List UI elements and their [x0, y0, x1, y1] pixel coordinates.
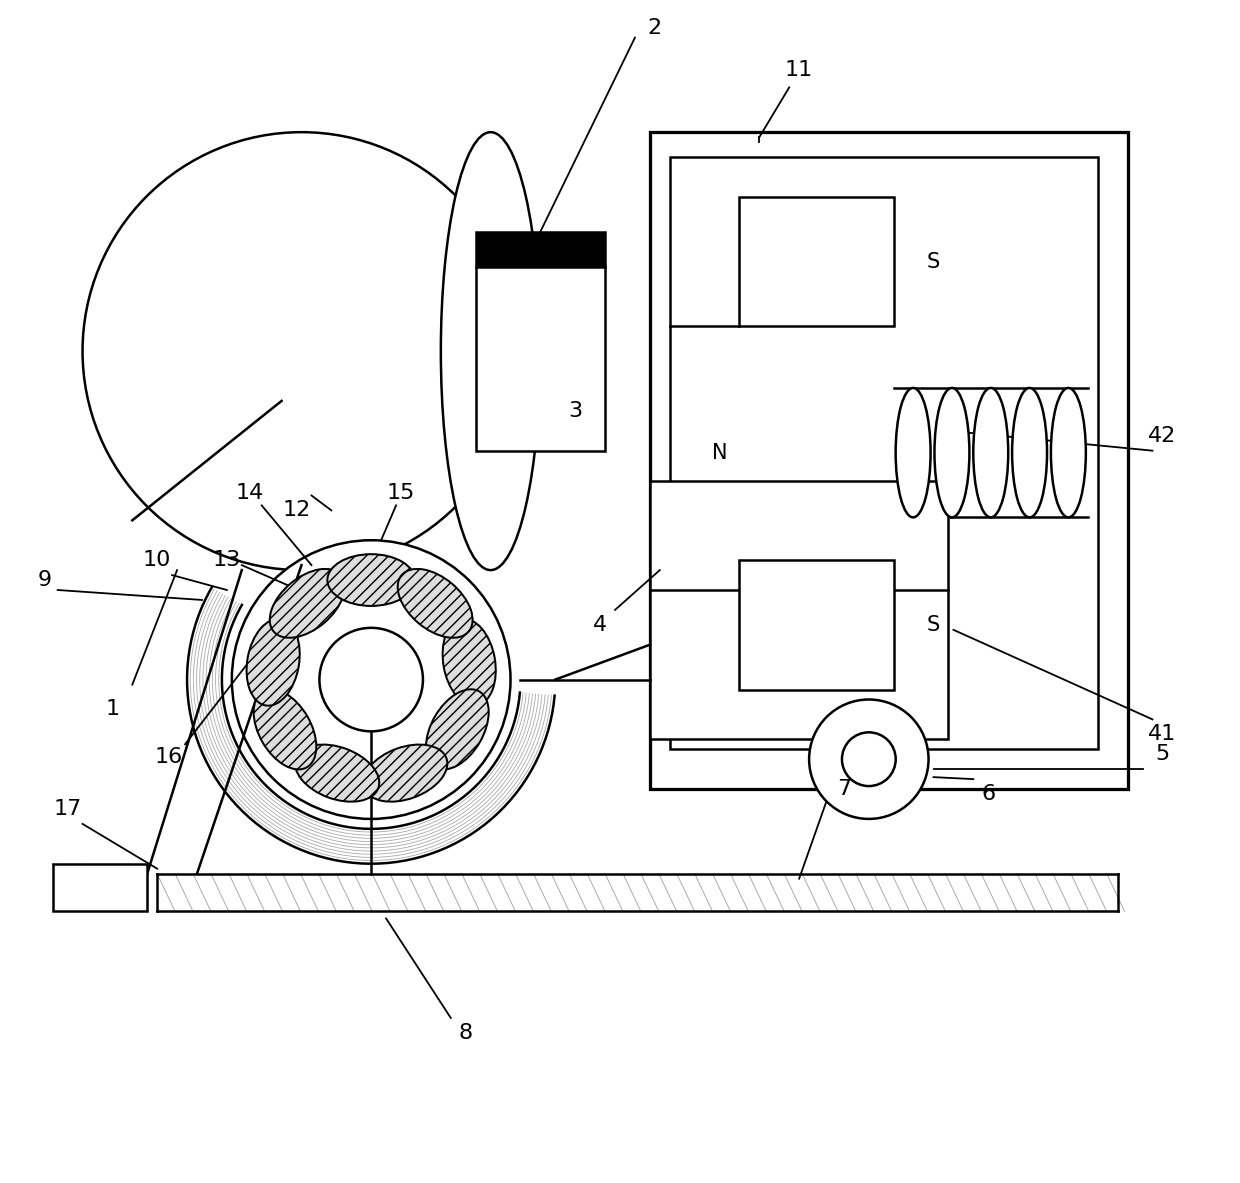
Text: 7: 7	[837, 780, 851, 799]
Bar	[52, 864, 148, 911]
Circle shape	[83, 132, 521, 570]
Ellipse shape	[973, 388, 1008, 517]
Text: S: S	[926, 252, 940, 272]
Ellipse shape	[935, 388, 970, 517]
Ellipse shape	[327, 554, 415, 606]
Text: 14: 14	[236, 484, 264, 504]
Ellipse shape	[441, 132, 541, 570]
Ellipse shape	[1012, 388, 1047, 517]
Circle shape	[320, 628, 423, 731]
Bar	[476, 266, 605, 451]
Circle shape	[810, 699, 929, 819]
Ellipse shape	[427, 690, 489, 769]
Circle shape	[232, 541, 511, 819]
Ellipse shape	[1052, 388, 1086, 517]
Ellipse shape	[247, 619, 300, 706]
Text: S: S	[926, 615, 940, 635]
Ellipse shape	[443, 619, 496, 706]
Ellipse shape	[254, 690, 316, 769]
Ellipse shape	[895, 388, 930, 517]
Text: 6: 6	[981, 784, 996, 804]
Text: 16: 16	[155, 748, 184, 768]
Ellipse shape	[363, 744, 448, 802]
Text: 3: 3	[568, 401, 583, 421]
Bar	[650, 480, 949, 739]
Ellipse shape	[270, 569, 345, 638]
Text: 5: 5	[1156, 744, 1169, 764]
Ellipse shape	[295, 744, 379, 802]
Ellipse shape	[398, 569, 472, 638]
Text: 8: 8	[459, 1023, 472, 1043]
Bar	[739, 560, 894, 690]
Text: 9: 9	[37, 570, 52, 590]
Text: 2: 2	[647, 18, 662, 38]
Text: 10: 10	[143, 550, 171, 570]
Text: 41: 41	[1148, 724, 1177, 744]
Text: 17: 17	[53, 799, 82, 819]
Bar	[670, 157, 1097, 749]
Text: 15: 15	[387, 484, 415, 504]
Bar	[650, 132, 1127, 789]
Circle shape	[842, 732, 895, 786]
Text: 11: 11	[785, 60, 813, 80]
Bar	[739, 196, 894, 327]
Text: N: N	[712, 442, 728, 463]
Bar	[476, 232, 605, 266]
Text: 13: 13	[213, 550, 241, 570]
Text: 1: 1	[105, 699, 119, 719]
Text: 4: 4	[593, 615, 608, 635]
Text: 12: 12	[283, 500, 311, 521]
Text: 42: 42	[1148, 426, 1177, 446]
